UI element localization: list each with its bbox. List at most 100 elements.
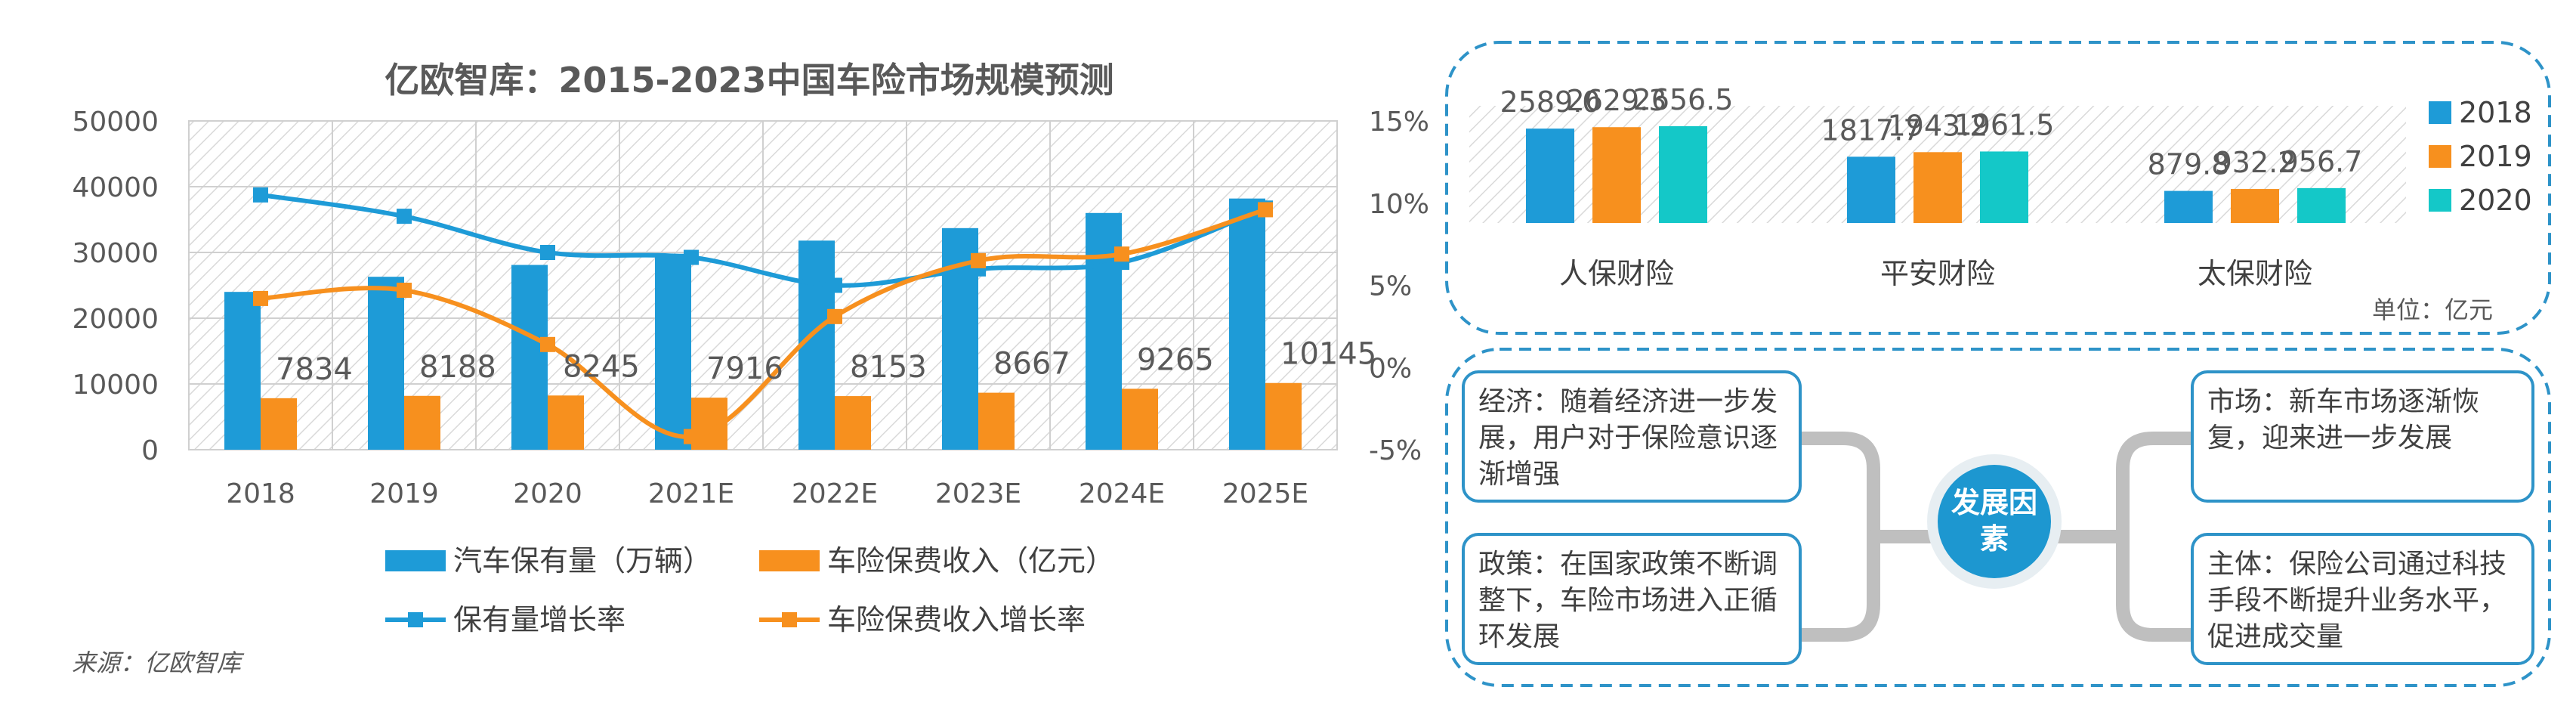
company-legend: 2018 2019 2020 xyxy=(2429,96,2532,217)
x-tick-label: 2021E xyxy=(648,478,734,509)
company-data-label: 956.7 xyxy=(2281,145,2363,178)
premium-data-label: 9265 xyxy=(1137,342,1214,377)
legend-label: 车险保费收入（亿元） xyxy=(827,544,1114,577)
legend-label: 2020 xyxy=(2459,184,2532,217)
company-data-label: 932.2 xyxy=(2214,146,2296,179)
company-bar xyxy=(2231,189,2279,223)
company-bar xyxy=(1592,127,1641,223)
y-left-tick-label: 0 xyxy=(141,435,159,466)
legend-swatch xyxy=(2429,189,2451,212)
company-bar xyxy=(1980,151,2028,223)
x-tick-label: 2019 xyxy=(369,478,439,509)
x-tick-label: 2025E xyxy=(1222,478,1308,509)
legend-label: 保有量增长率 xyxy=(453,603,625,636)
line-premium-growth xyxy=(260,207,1266,439)
premium-data-label: 8153 xyxy=(850,350,927,385)
x-tick-label: 2020 xyxy=(513,478,582,509)
factor-policy: 政策：在国家政策不断调整下，车险市场进入正循环发展 xyxy=(1462,533,1802,665)
line-ownership-growth xyxy=(260,192,1267,288)
unit-note: 单位：亿元 xyxy=(2372,296,2494,324)
y-right-tick-label: 0% xyxy=(1369,353,1412,384)
line-series xyxy=(253,187,1273,444)
bar-vehicle-ownership xyxy=(798,240,835,450)
y-left-tick-label: 50000 xyxy=(72,107,159,138)
legend-swatch xyxy=(385,550,446,571)
x-tick-label: 2024E xyxy=(1079,478,1165,509)
company-data-label: 2656.5 xyxy=(1633,83,1734,116)
bar-vehicle-ownership xyxy=(511,265,548,450)
bar-premium-income xyxy=(548,395,584,450)
company-data-label: 1961.5 xyxy=(1954,108,2055,141)
bar-premium-income xyxy=(1122,388,1158,450)
x-tick-label: 2022E xyxy=(792,478,878,509)
legend: 汽车保有量（万辆） 车险保费收入（亿元） 保有量增长率 车险保费收入增长率 xyxy=(385,544,1114,636)
y-left-tick-label: 10000 xyxy=(72,370,159,401)
line-marker xyxy=(827,308,842,324)
y-right-tick-label: 5% xyxy=(1369,271,1412,302)
legend-swatch xyxy=(2429,101,2451,124)
factors-panel xyxy=(1445,348,2551,687)
chart-title: 亿欧智库：2015-2023中国车险市场规模预测 xyxy=(385,60,1113,101)
company-bar xyxy=(1847,156,1895,223)
line-marker xyxy=(1258,202,1273,218)
line-marker xyxy=(827,277,842,293)
line-marker xyxy=(684,249,699,265)
factor-economy: 经济：随着经济进一步发展，用户对于保险意识逐渐增强 xyxy=(1462,370,1802,503)
factor-market: 市场：新车市场逐渐恢复，迎来进一步发展 xyxy=(2191,370,2534,503)
bar-premium-income xyxy=(1265,382,1302,450)
line-marker xyxy=(971,252,986,268)
company-name: 太保财险 xyxy=(2198,257,2312,290)
premium-data-label: 7834 xyxy=(276,352,353,387)
premium-data-label: 7916 xyxy=(706,351,783,386)
premium-data-label: 8245 xyxy=(563,349,640,384)
legend-marker xyxy=(408,612,423,627)
company-data-label: 1817.7 xyxy=(1821,113,1922,147)
bar-vehicle-ownership xyxy=(1229,198,1265,450)
legend-label: 汽车保有量（万辆） xyxy=(453,544,712,577)
line-marker xyxy=(540,336,555,352)
legend-label: 车险保费收入增长率 xyxy=(827,603,1086,636)
line-marker xyxy=(253,187,268,203)
bar-vehicle-ownership xyxy=(224,292,261,450)
company-bar xyxy=(1913,152,1962,223)
legend-swatch xyxy=(759,550,820,571)
company-name: 人保财险 xyxy=(1559,257,1674,290)
y-right-tick-label: 10% xyxy=(1369,189,1429,220)
x-tick-label: 2023E xyxy=(935,478,1021,509)
line-marker xyxy=(397,209,412,224)
company-bar xyxy=(1526,128,1574,223)
company-data-label: 2589.0 xyxy=(1500,85,1601,119)
company-bars xyxy=(1526,125,2346,223)
company-bar xyxy=(1659,125,1707,223)
connector-lines xyxy=(1795,432,2198,642)
line-marker xyxy=(1114,246,1129,262)
y-left-tick-label: 40000 xyxy=(72,172,159,203)
bar-series xyxy=(224,198,1302,450)
line-marker xyxy=(684,429,699,444)
legend-label: 2018 xyxy=(2459,96,2532,129)
x-axis-labels: 2018 2019 2020 2021E 2022E 2023E 2024E 2025E xyxy=(226,478,1308,509)
legend-marker xyxy=(782,612,797,627)
factor-subject: 主体：保险公司通过科技手段不断提升业务水平，促进成交量 xyxy=(2191,533,2534,665)
company-bar xyxy=(2297,187,2346,223)
x-tick-label: 2018 xyxy=(226,478,295,509)
premium-data-label: 8667 xyxy=(993,347,1070,382)
line-marker xyxy=(397,283,412,299)
y-left-tick-label: 20000 xyxy=(72,304,159,335)
company-data-label: 1943.2 xyxy=(1888,109,1988,142)
legend-label: 2019 xyxy=(2459,140,2532,173)
y-right-tick-label: -5% xyxy=(1369,435,1422,466)
top-right-panel xyxy=(1445,41,2551,335)
bar-vehicle-ownership xyxy=(655,253,691,450)
company-data-label: 879.8 xyxy=(2148,148,2230,181)
company-data-label: 2629.3 xyxy=(1567,84,1667,117)
company-bar xyxy=(2164,190,2213,223)
bar-premium-income xyxy=(404,395,440,450)
bar-premium-income xyxy=(835,396,871,450)
line-marker xyxy=(540,245,555,260)
company-name: 平安财险 xyxy=(1880,257,1995,290)
source-note: 来源：亿欧智库 xyxy=(72,648,242,677)
line-marker xyxy=(253,290,268,306)
